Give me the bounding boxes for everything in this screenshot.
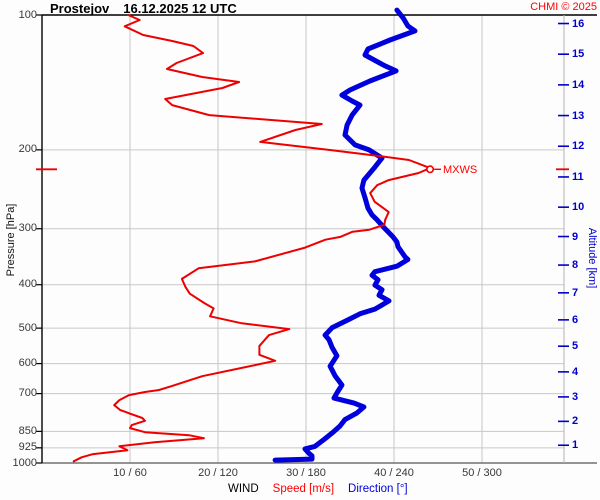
station-name: Prostejov	[50, 1, 110, 16]
altitude-axis-label: Altitude [km]	[586, 227, 598, 289]
caption-direction: Direction [°]	[348, 483, 408, 495]
x-axis-tick-label: 10 / 60	[113, 467, 147, 479]
direction-curve	[272, 7, 418, 463]
pressure-tick-label: 200	[18, 143, 37, 156]
pressure-tick-label: 925	[18, 441, 37, 454]
altitude-tick-label: 5	[572, 340, 579, 353]
altitude-tick-label: 2	[572, 415, 579, 428]
x-axis-tick-label: 40 / 240	[374, 467, 414, 479]
altitude-tick-label: 11	[572, 170, 584, 183]
pressure-tick-label: 700	[18, 387, 37, 400]
pressure-tick-label: 500	[18, 321, 37, 334]
altitude-tick-label: 4	[572, 365, 579, 378]
mxws-marker	[426, 165, 435, 174]
page-title: Prostejov 16.12.2025 12 UTC	[50, 1, 237, 16]
altitude-tick-label: 3	[572, 390, 579, 403]
altitude-tick-label: 13	[572, 109, 585, 122]
credit-text: CHMI © 2025	[530, 1, 597, 13]
pressure-tick-label: 850	[18, 424, 37, 437]
mxws-annotation-label: MXWS	[443, 164, 478, 176]
x-axis-caption: WIND Speed [m/s] Direction [°]	[228, 483, 422, 495]
sounding-datetime: 16.12.2025 12 UTC	[123, 1, 237, 16]
altitude-tick-label: 15	[572, 48, 585, 61]
altitude-tick-label: 9	[572, 230, 579, 243]
pressure-tick-label: 1000	[12, 456, 37, 469]
caption-speed: Speed [m/s]	[272, 483, 335, 495]
altitude-tick-label: 16	[572, 17, 585, 30]
pressure-tick-label: 600	[18, 357, 37, 370]
x-axis-tick-label: 30 / 180	[286, 467, 326, 479]
altitude-tick-label: 6	[572, 313, 579, 326]
caption-wind: WIND	[228, 483, 259, 495]
pressure-tick-label: 100	[18, 8, 37, 21]
pressure-tick-label: 300	[18, 222, 37, 235]
altitude-tick-label: 12	[572, 140, 585, 153]
pressure-tick-label: 400	[18, 278, 37, 291]
altitude-tick-label: 8	[572, 259, 579, 272]
altitude-tick-label: 1	[572, 439, 579, 452]
altitude-tick-label: 7	[572, 286, 579, 299]
altitude-tick-label: 14	[572, 78, 585, 91]
x-axis-tick-label: 20 / 120	[198, 467, 238, 479]
altitude-tick-label: 10	[572, 201, 585, 214]
x-axis-tick-label: 50 / 300	[462, 467, 502, 479]
speed-curve	[72, 14, 432, 463]
